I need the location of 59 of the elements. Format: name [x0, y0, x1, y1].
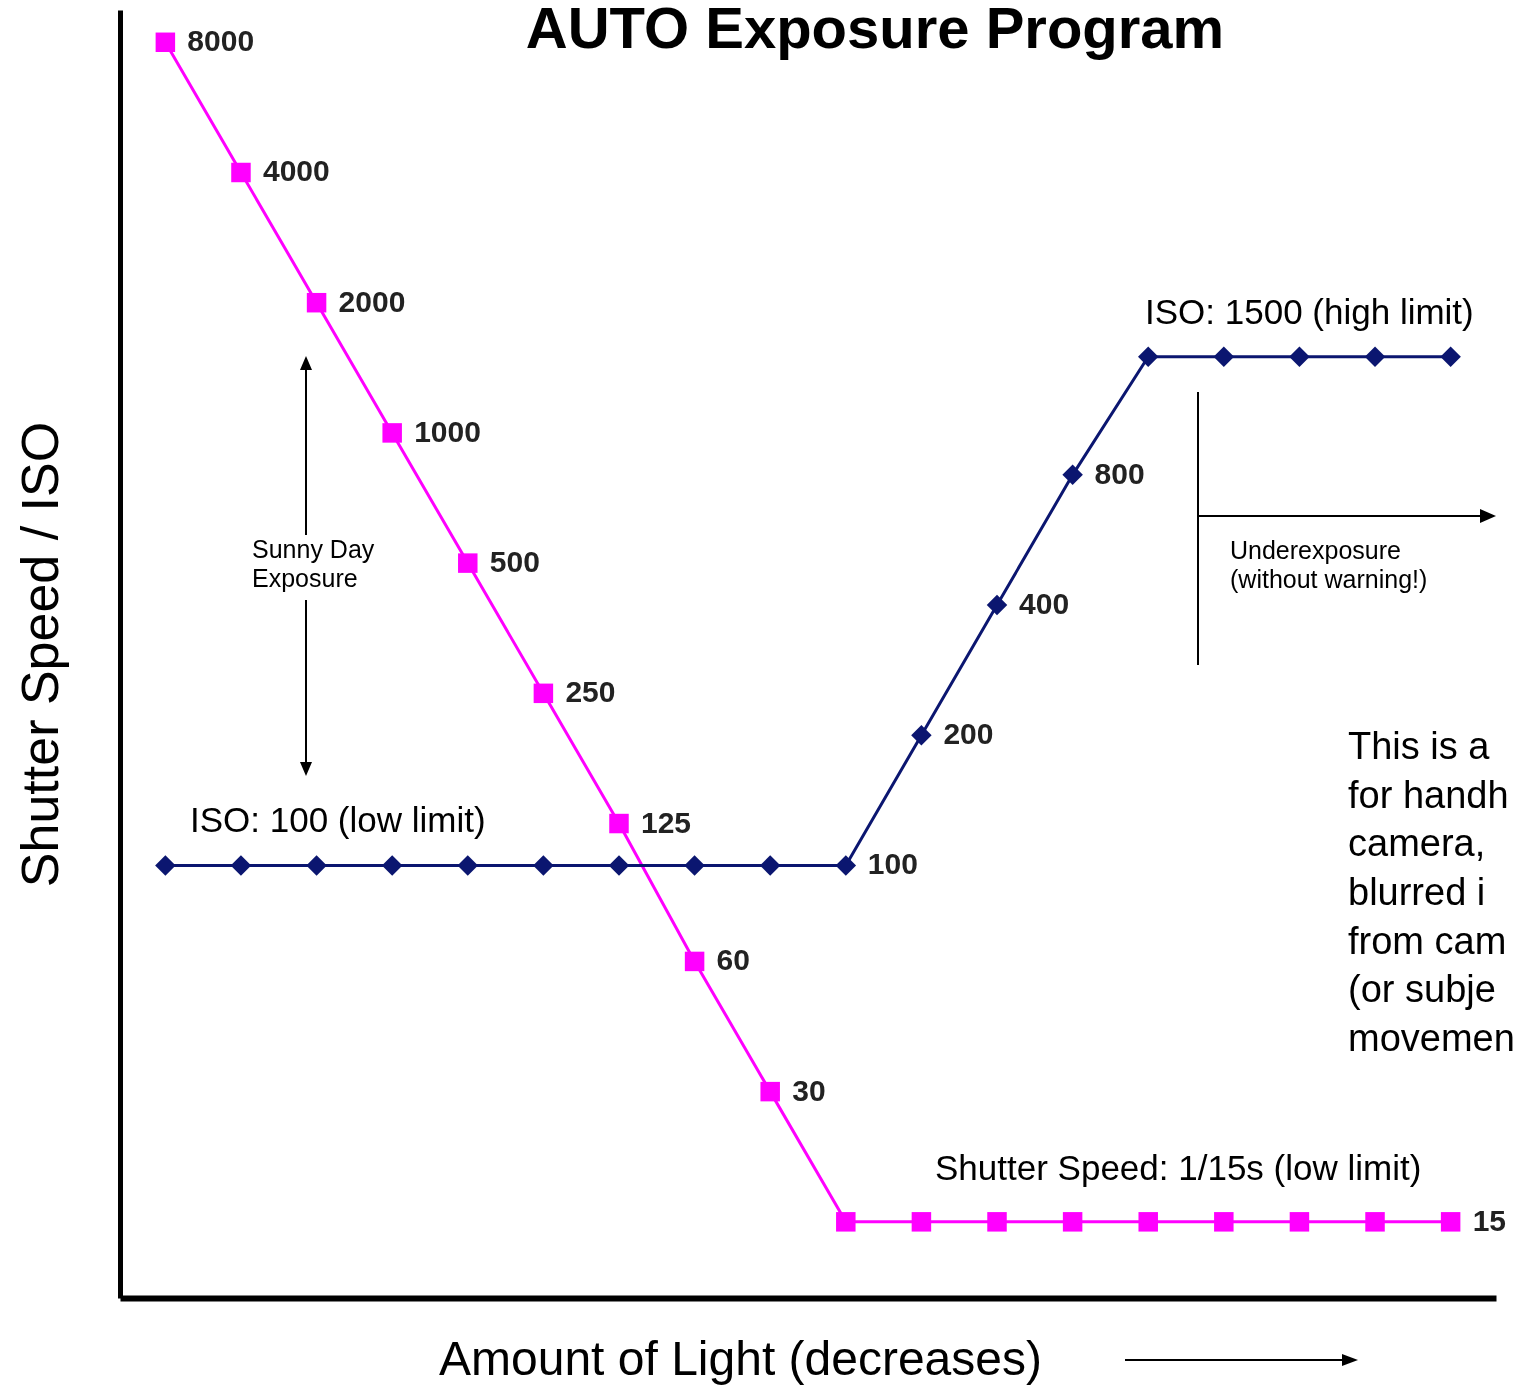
point: [155, 855, 176, 876]
point: [608, 855, 630, 876]
point: [987, 1212, 1007, 1232]
point: [760, 1081, 780, 1102]
data-label: 200: [943, 717, 994, 751]
point: [986, 594, 1008, 616]
point: [1213, 346, 1235, 367]
data-label: 250: [565, 675, 616, 709]
point: [836, 1212, 856, 1232]
point: [458, 553, 478, 573]
point: [911, 1212, 932, 1232]
point: [1062, 1212, 1083, 1232]
point: [381, 855, 403, 876]
point: [382, 423, 402, 443]
data-label: 60: [716, 943, 750, 977]
annotation: ISO: 100 (low limit): [190, 800, 486, 840]
point: [1062, 464, 1083, 486]
data-label: 125: [640, 805, 692, 839]
chart-title: AUTO Exposure Program: [524, 0, 1226, 61]
point: [230, 855, 252, 876]
point: [155, 32, 176, 53]
point: [1364, 346, 1386, 367]
point: [684, 855, 705, 876]
point: [306, 292, 327, 313]
data-label: 4000: [262, 154, 330, 188]
data-label: 30: [792, 1073, 826, 1107]
point: [609, 813, 629, 834]
point: [1289, 1212, 1310, 1232]
point: [1365, 1212, 1385, 1232]
data-label: 8000: [187, 24, 255, 58]
data-label: 2000: [338, 284, 406, 318]
data-label: 800: [1094, 456, 1145, 490]
point: [835, 855, 857, 876]
point: [1289, 346, 1310, 367]
point: [1138, 1212, 1158, 1232]
point: [457, 855, 479, 876]
point: [759, 855, 781, 876]
point: [533, 855, 554, 876]
annotation: Shutter Speed: 1/15s (low limit): [935, 1148, 1422, 1188]
point: [306, 855, 327, 876]
annotation: Sunny Day Exposure: [252, 535, 376, 593]
data-label: 15: [1472, 1203, 1507, 1237]
point: [1137, 346, 1159, 367]
point: [231, 162, 251, 183]
point: [1214, 1212, 1234, 1232]
point: [533, 683, 554, 704]
data-label: 500: [489, 545, 540, 579]
annotation: Underexposure (without warning!): [1230, 536, 1429, 594]
point: [1440, 346, 1461, 367]
data-label: 400: [1019, 587, 1070, 621]
x-axis-title: Amount of Light (decreases): [439, 1331, 1042, 1385]
data-label: 100: [867, 847, 918, 881]
y-axis-title: Shutter Speed / ISO: [10, 421, 69, 888]
point: [1440, 1212, 1461, 1232]
annotation: This is a for handh camera, blurred i from cam (or subje movemen: [1348, 724, 1514, 1061]
data-label: 1000: [414, 414, 481, 448]
point: [911, 725, 932, 746]
annotation: ISO: 1500 (high limit): [1145, 292, 1474, 332]
point: [684, 951, 705, 972]
